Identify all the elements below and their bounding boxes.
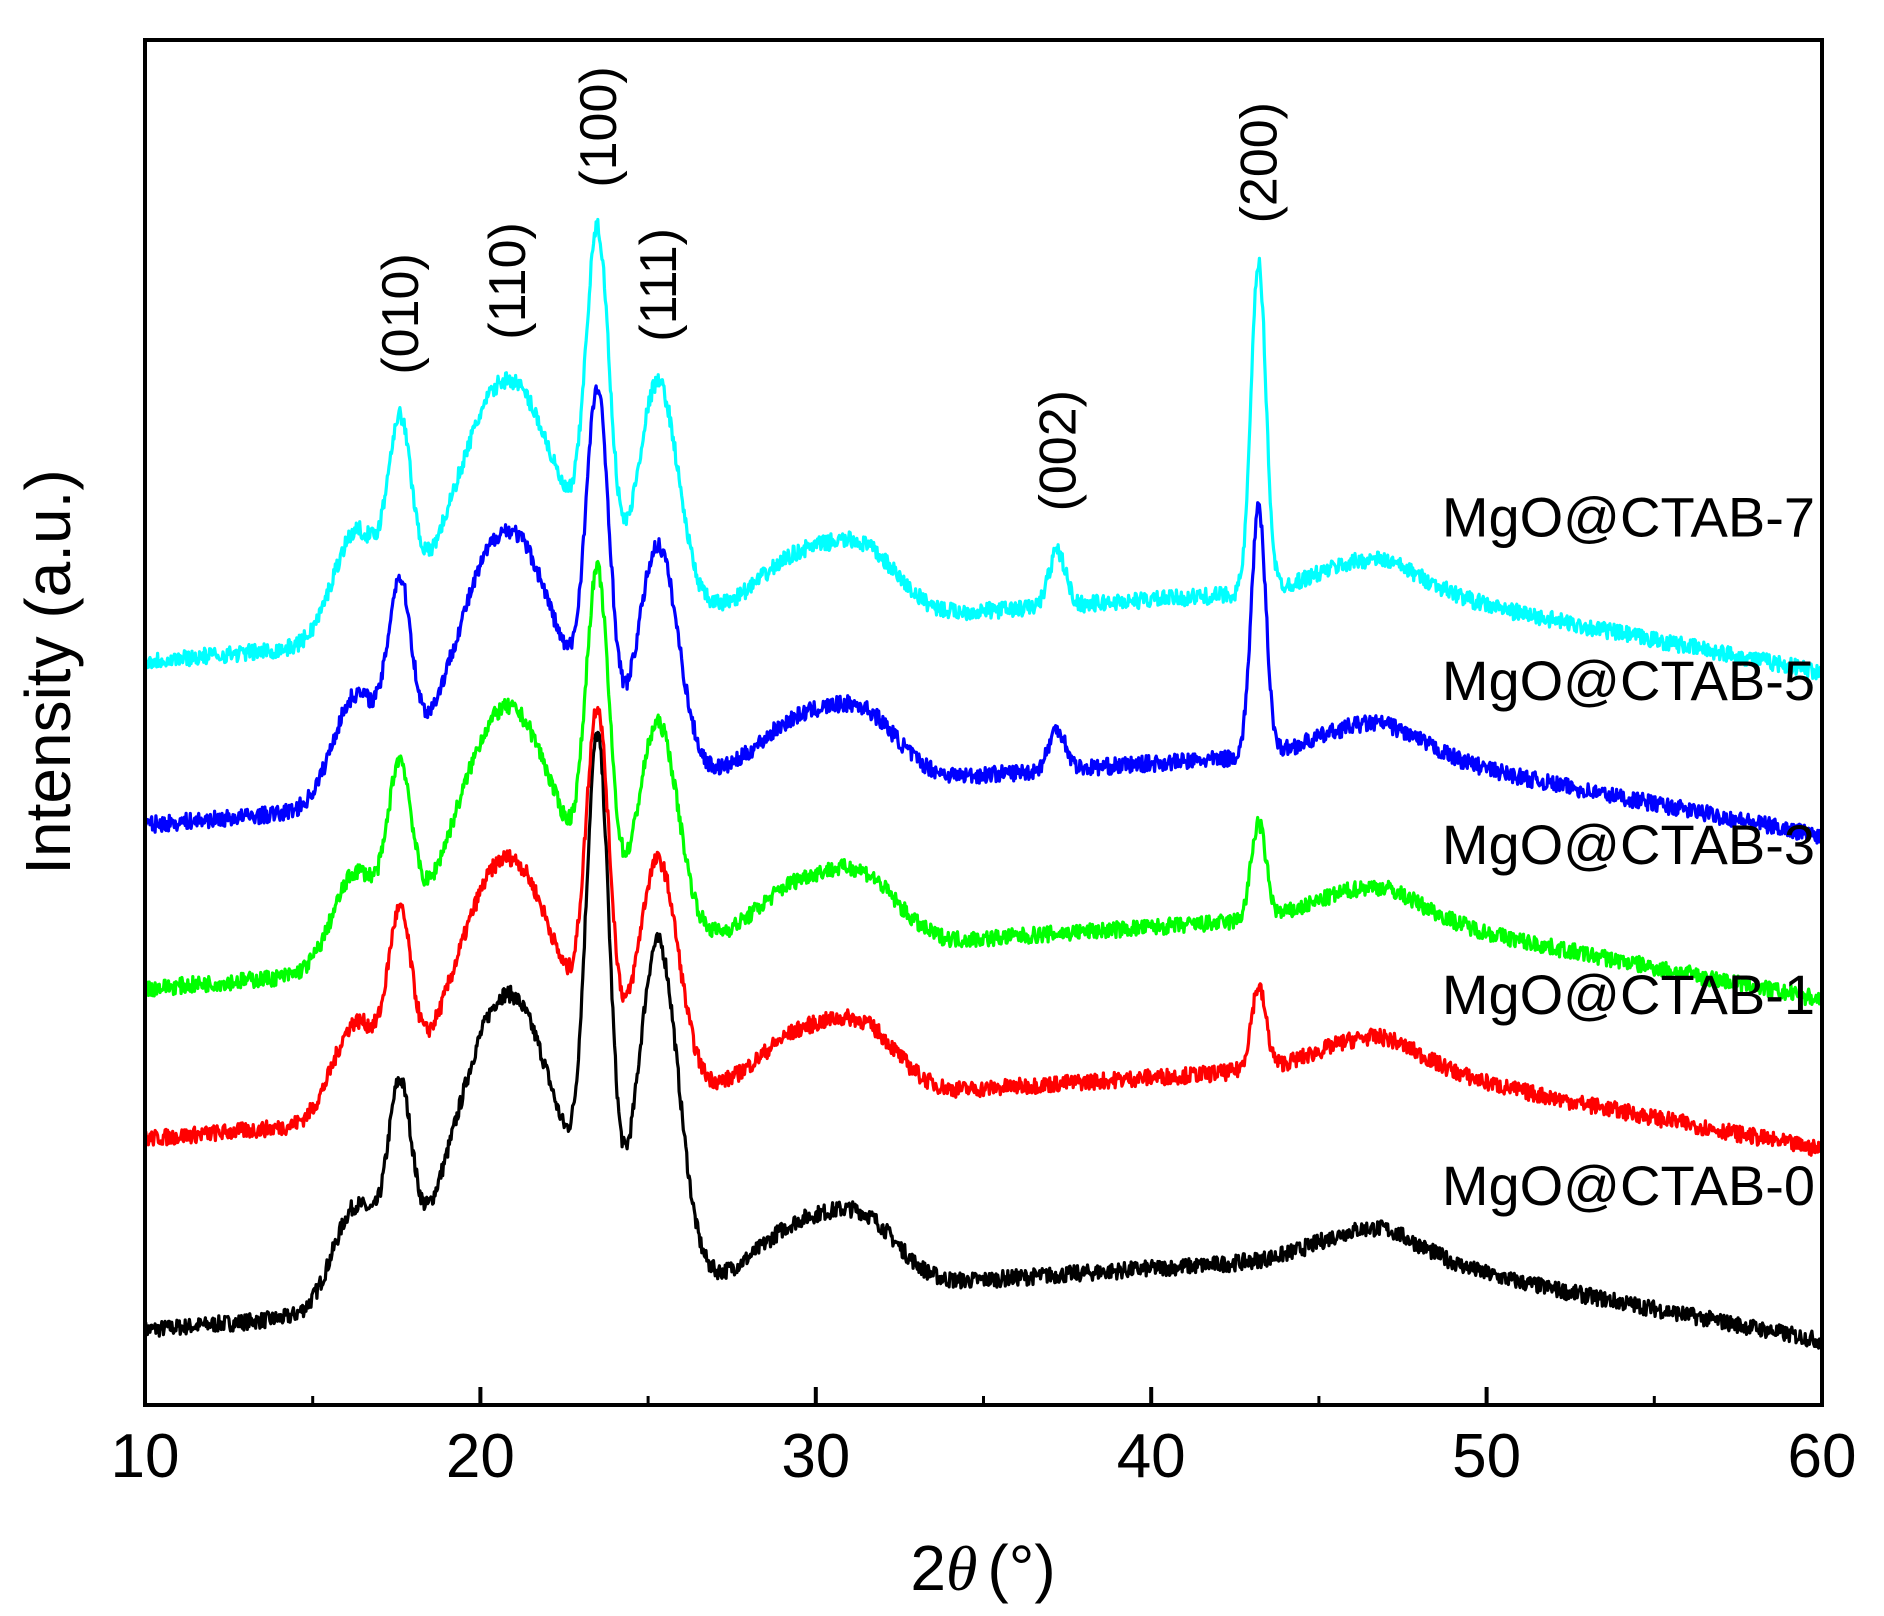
series-label: MgO@CTAB-0: [1442, 1154, 1815, 1217]
x-axis-label-unit: (°): [987, 1532, 1055, 1604]
x-axis-label-prefix: 2: [910, 1532, 946, 1604]
x-axis-label: 2θ (°): [910, 1532, 1055, 1604]
x-tick-label: 50: [1452, 1422, 1521, 1491]
ticks-group: 10 20 30 40 50 60: [111, 1387, 1857, 1491]
x-tick-label: 60: [1788, 1422, 1857, 1491]
series-group: [143, 217, 1824, 1350]
peak-label: (002): [1029, 390, 1087, 511]
peak-label: (010): [372, 253, 430, 374]
y-axis-label: Intensity (a.u.): [12, 469, 84, 875]
peak-label: (110): [479, 222, 537, 340]
peak-label: (111): [630, 228, 688, 342]
series-label: MgO@CTAB-1: [1442, 963, 1815, 1026]
x-axis-label-var: θ: [946, 1533, 977, 1604]
x-tick-label: 30: [781, 1422, 850, 1491]
x-tick-label: 20: [446, 1422, 515, 1491]
series-line-4: [143, 217, 1824, 681]
annotations-group: (010) (110) (100)(111) (002) (200): [372, 66, 1289, 511]
series-line-0: [143, 730, 1824, 1350]
peak-label: (200): [1231, 102, 1289, 223]
series-label: MgO@CTAB-5: [1442, 649, 1815, 712]
x-tick-label: 10: [111, 1422, 180, 1491]
series-label: MgO@CTAB-7: [1442, 485, 1815, 548]
x-tick-label: 40: [1117, 1422, 1186, 1491]
labels-group: MgO@CTAB-0 MgO@CTAB-1 MgO@CTAB-3 MgO@CTAB-5…: [1442, 485, 1815, 1217]
series-line-2: [143, 560, 1824, 1007]
series-line-1: [143, 705, 1824, 1158]
peak-label: (100): [570, 66, 628, 187]
series-line-3: [144, 384, 1824, 845]
series-label: MgO@CTAB-3: [1442, 813, 1815, 876]
